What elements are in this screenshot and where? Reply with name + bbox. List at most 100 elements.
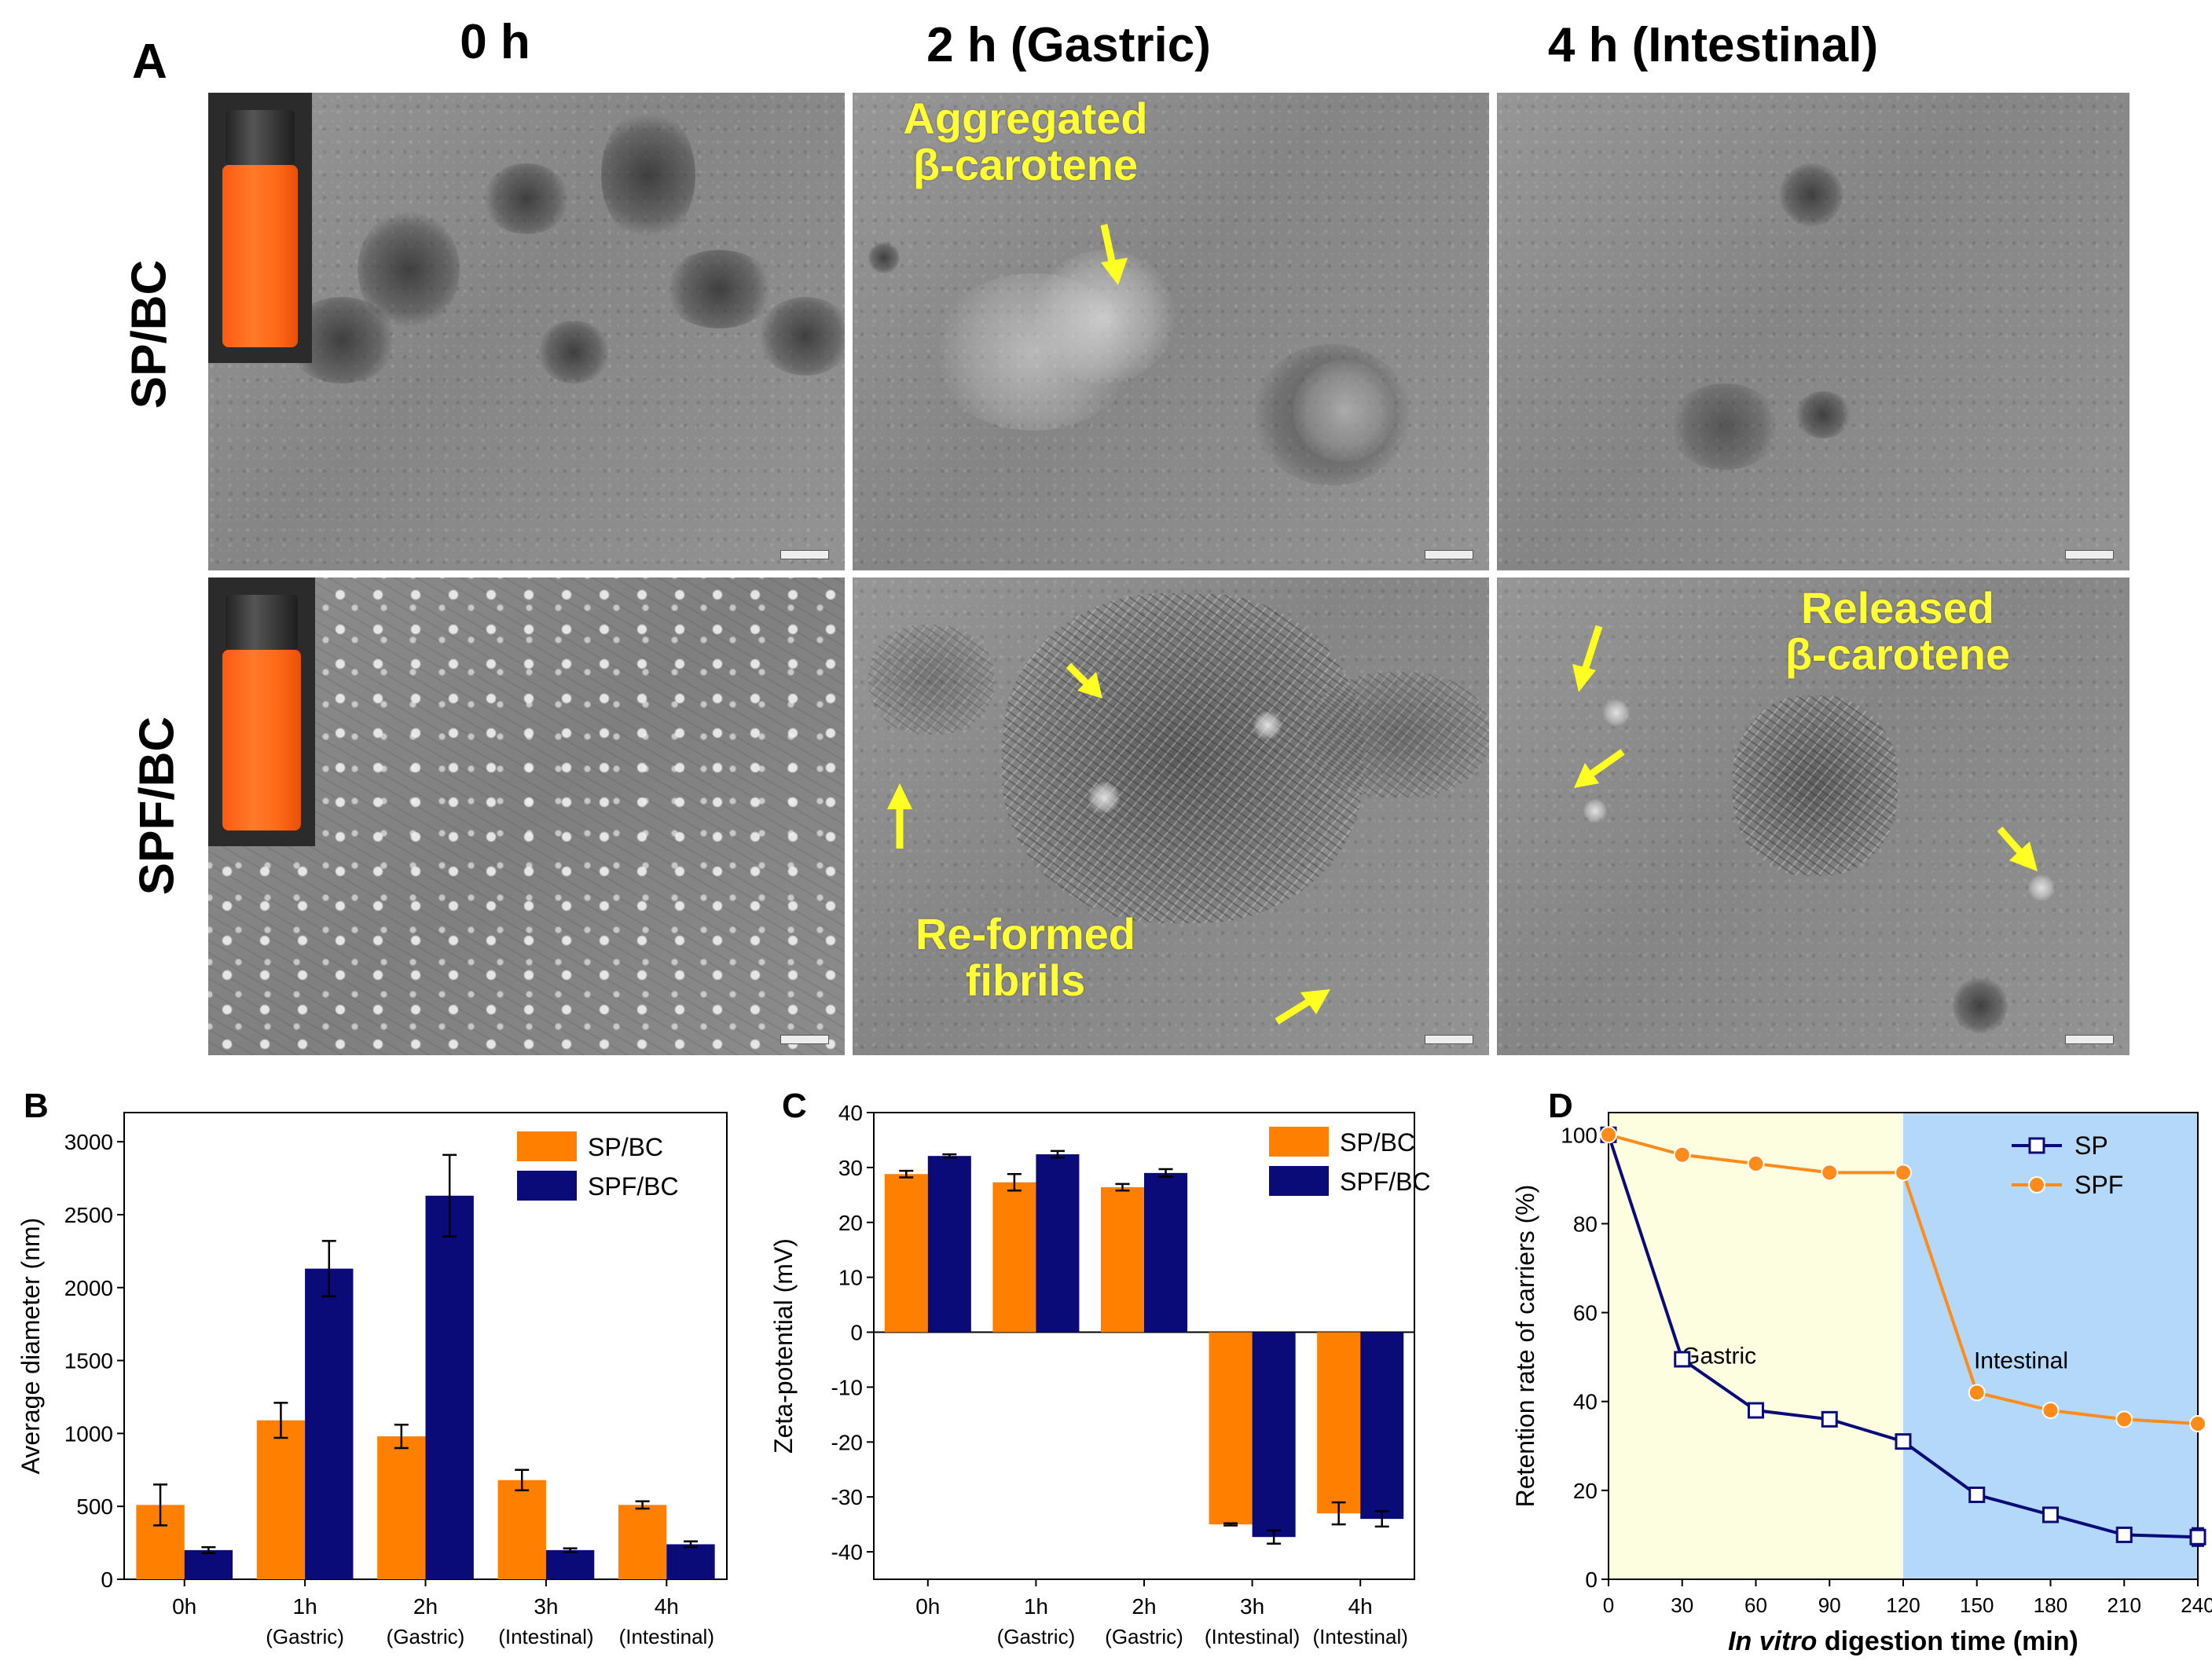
y-tick-label: 40 [838, 1101, 863, 1125]
x-tick-label: 0h [172, 1594, 196, 1619]
bar [305, 1268, 354, 1579]
annotation-reformed-fibrils: Re-formed fibrils [915, 909, 1136, 1005]
marker-spf [2041, 1402, 2060, 1420]
x-axis-label-italic: In vitro [1728, 1626, 1817, 1656]
y-tick-label: 2000 [64, 1276, 113, 1300]
x-tick-label: 0h [915, 1594, 940, 1619]
x-tick-label: 3h [1240, 1594, 1264, 1619]
x-tick-label: 150 [1960, 1593, 1994, 1617]
marker-spf [1600, 1126, 1617, 1144]
y-tick-label: 40 [1573, 1390, 1598, 1414]
legend-swatch [1269, 1127, 1329, 1157]
bar [1209, 1332, 1253, 1525]
bar [927, 1156, 971, 1333]
bar [992, 1182, 1036, 1333]
chart-c: C -40 -30 -20 -10 0 10 20 30 40 0h 1h (Gastric) 2h (Ga… [769, 1087, 1431, 1648]
col-header-2h: 2 h (Gastric) [926, 18, 1211, 72]
y-tick-label: 10 [838, 1266, 863, 1290]
x-tick-label: 30 [1671, 1593, 1693, 1617]
bar [425, 1195, 474, 1579]
panel-letter: B [24, 1087, 49, 1125]
bar [1144, 1172, 1188, 1333]
x-tick-label: 4h [655, 1594, 679, 1619]
x-tick-sublabel: (Intestinal) [498, 1625, 593, 1648]
marker-spf [1895, 1164, 1912, 1182]
tem-image-spf-bc-0h [208, 578, 845, 1055]
vial-photo-sp-bc [208, 93, 312, 363]
y-tick-label: -40 [831, 1540, 863, 1564]
y-tick-label: 30 [838, 1156, 863, 1180]
x-tick-label: 1h [293, 1594, 317, 1619]
chart-d: D Gastric Intestinal 0 20 40 60 80 100 0 30 60 90 120… [1511, 1087, 2212, 1656]
bar [1317, 1332, 1361, 1514]
annotation-released: Released β-carotene [1785, 583, 2011, 679]
col-header-0h: 0 h [460, 15, 530, 69]
annotation-aggregated: Aggregated β-carotene [903, 94, 1148, 189]
marker-sp [1748, 1402, 1764, 1419]
x-tick-label: 240 [2181, 1593, 2212, 1617]
region-intestinal [1903, 1113, 2198, 1579]
marker-spf [1821, 1164, 1839, 1182]
legend-label: SPF [2074, 1171, 2123, 1199]
legend-swatch [517, 1131, 577, 1161]
x-tick-sublabel: (Intestinal) [1205, 1625, 1300, 1648]
x-tick-label: 3h [534, 1594, 558, 1619]
row-header-sp-bc: SP/BC [122, 259, 177, 409]
x-tick-label: 1h [1024, 1594, 1048, 1619]
col-header-4h: 4 h (Intestinal) [1547, 18, 1879, 72]
x-axis-label-rest: digestion time (min) [1817, 1626, 2078, 1656]
y-tick-label: 20 [1573, 1479, 1598, 1503]
x-tick-label: 0 [1603, 1593, 1614, 1617]
marker-sp [1674, 1351, 1691, 1368]
marker-sp [2115, 1526, 2133, 1543]
marker-sp [2042, 1506, 2059, 1524]
y-tick-label: 80 [1573, 1212, 1598, 1236]
bar [497, 1480, 546, 1579]
bar [545, 1549, 595, 1579]
y-axis-label: Average diameter (nm) [17, 1218, 45, 1475]
arrows-reformed-fibrils [887, 662, 1330, 1025]
legend-label: SP/BC [588, 1133, 663, 1161]
x-tick-sublabel: (Gastric) [997, 1625, 1076, 1648]
x-tick-label: 2h [413, 1594, 438, 1619]
y-tick-label: 0 [1585, 1568, 1598, 1592]
y-axis-label: Zeta-potential (mV) [769, 1238, 798, 1454]
x-tick-sublabel: (Gastric) [1105, 1625, 1183, 1648]
marker-spf [2189, 1415, 2206, 1432]
x-tick-sublabel: (Gastric) [387, 1625, 465, 1648]
y-tick-label: 100 [1561, 1123, 1598, 1147]
marker-sp [1895, 1433, 1912, 1450]
bar [1100, 1187, 1144, 1333]
y-tick-label: -10 [831, 1375, 863, 1399]
y-tick-label: -30 [831, 1485, 863, 1509]
vial-photo-spf-bc [208, 578, 315, 846]
y-tick-label: 1500 [64, 1349, 113, 1373]
tem-image-spf-bc-4h: Released β-carotene [1497, 578, 2129, 1055]
bar [377, 1436, 426, 1579]
marker-sp [1968, 1487, 1986, 1504]
tem-image-sp-bc-2h: Aggregated β-carotene [853, 93, 1489, 570]
chart-b: B 0 500 1000 1500 2000 2500 3000 0h 1h (Gastric) 2h… [17, 1087, 728, 1648]
bar [618, 1505, 667, 1579]
region-label-gastric: Gastric [1682, 1344, 1756, 1370]
region-gastric [1609, 1113, 1903, 1579]
region-label-intestinal: Intestinal [1974, 1348, 2068, 1373]
y-tick-label: 60 [1573, 1301, 1598, 1326]
x-tick-label: 60 [1744, 1593, 1767, 1617]
legend-marker [2028, 1137, 2045, 1154]
legend-label: SP/BC [1340, 1128, 1415, 1157]
legend-swatch [1269, 1166, 1329, 1196]
x-tick-label: 90 [1818, 1593, 1841, 1617]
y-tick-label: 0 [101, 1568, 113, 1592]
y-tick-label: -20 [831, 1430, 863, 1454]
y-tick-label: 3000 [64, 1130, 113, 1154]
bar [1360, 1332, 1404, 1520]
arrow-aggregated [1100, 224, 1128, 285]
x-tick-label: 180 [2034, 1593, 2067, 1617]
arrows-released [1572, 625, 2038, 871]
tem-image-sp-bc-0h [208, 93, 845, 570]
x-tick-label: 2h [1132, 1594, 1156, 1619]
marker-sp [2189, 1528, 2206, 1546]
marker-sp [1821, 1410, 1838, 1428]
bar [1252, 1332, 1296, 1538]
